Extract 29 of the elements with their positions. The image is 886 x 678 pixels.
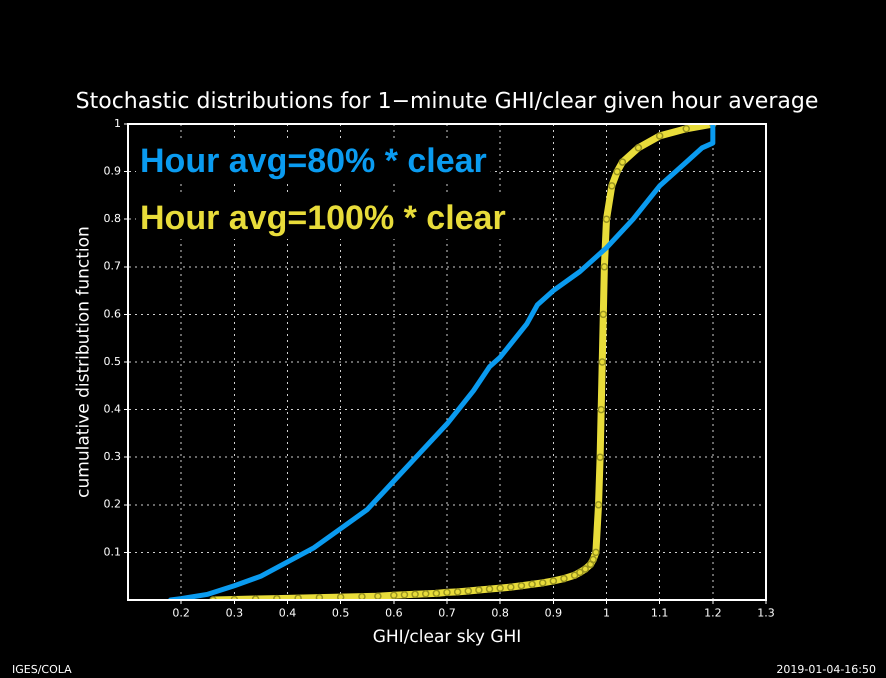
x-tick-label: 0.4 bbox=[278, 606, 296, 620]
y-tick-label: 0.1 bbox=[104, 545, 121, 558]
x-tick-label: 0.2 bbox=[172, 606, 190, 620]
y-tick-label: 0.9 bbox=[104, 164, 121, 178]
x-tick-label: 0.8 bbox=[491, 606, 509, 620]
y-axis-title: cumulative distribution function bbox=[74, 226, 94, 498]
x-tick-label: 0.9 bbox=[544, 606, 562, 620]
x-tick-label: 1 bbox=[603, 606, 610, 620]
x-tick-label: 0.5 bbox=[332, 606, 350, 620]
x-tick-label: 0.3 bbox=[226, 606, 244, 620]
x-tick-label: 0.7 bbox=[438, 606, 456, 620]
text: Hour avg=80% * clear bbox=[140, 142, 487, 180]
y-tick-label: 0.4 bbox=[104, 402, 121, 416]
y-tick-label: 0.5 bbox=[104, 354, 121, 368]
y-tick-label: 0.6 bbox=[104, 307, 121, 320]
y-tick-label: 0.3 bbox=[104, 450, 121, 464]
y-tick-label: 0.2 bbox=[104, 498, 121, 511]
text: Hour avg=100% * clear bbox=[140, 199, 506, 237]
x-tick-label: 0.6 bbox=[385, 606, 403, 620]
text: IGES/COLA bbox=[12, 663, 72, 676]
x-tick-label: 1.3 bbox=[757, 606, 775, 620]
x-tick-label: 1.1 bbox=[650, 606, 668, 620]
y-tick-label: 0.8 bbox=[104, 212, 121, 226]
text: 2019-01-04-16:50 bbox=[776, 663, 876, 676]
x-axis-title: GHI/clear sky GHI bbox=[372, 627, 522, 648]
chart-title: Stochastic distributions for 1−minute GHI/clear given hour average bbox=[76, 89, 818, 114]
y-tick-label: 1 bbox=[114, 116, 121, 130]
y-tick-label: 0.7 bbox=[104, 260, 121, 273]
x-tick-label: 1.2 bbox=[704, 606, 722, 620]
